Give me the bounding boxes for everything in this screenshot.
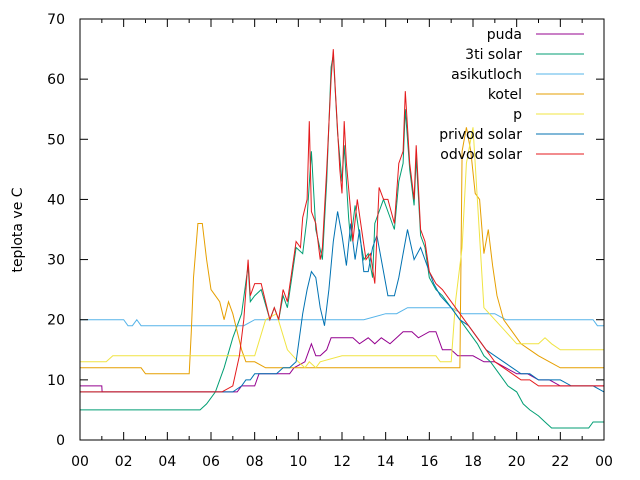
series-line-4 — [80, 127, 604, 369]
x-tick-label: 02 — [115, 454, 133, 470]
series-layer — [80, 49, 605, 429]
plot-frame — [79, 18, 605, 441]
legend-label: 3ti solar — [465, 47, 522, 63]
x-tick-label: 00 — [595, 454, 613, 470]
y-tick-label: 30 — [47, 253, 65, 269]
y-tick-label: 20 — [47, 313, 65, 329]
x-tick-label: 06 — [202, 454, 220, 470]
legend-label: odvod solar — [440, 147, 522, 163]
x-tick-label: 14 — [377, 454, 395, 470]
x-tick-label: 10 — [289, 454, 307, 470]
x-tick-label: 12 — [333, 454, 351, 470]
y-tick-label: 70 — [47, 12, 65, 28]
legend: puda 3ti solar asikutloch kotel p privod sola… — [439, 27, 584, 163]
y-tick-label: 40 — [47, 192, 65, 208]
legend-label: p — [513, 107, 522, 123]
x-tick-label: 16 — [420, 454, 438, 470]
x-tick-label: 22 — [551, 454, 569, 470]
y-tick-label: 0 — [56, 433, 65, 449]
x-tick-label: 08 — [246, 454, 264, 470]
y-tick-label: 60 — [47, 72, 65, 88]
series-line-2 — [80, 307, 604, 327]
legend-label: asikutloch — [451, 67, 522, 83]
x-tick-label: 00 — [71, 454, 89, 470]
x-tick-label: 18 — [464, 454, 482, 470]
series-line-5 — [80, 211, 605, 393]
y-tick-label: 50 — [47, 132, 65, 148]
legend-label: puda — [487, 27, 522, 43]
axis-ticks: 00 02 04 06 08 10 12 14 16 18 20 22 0001020304050607… — [47, 12, 613, 470]
y-tick-label: 10 — [47, 373, 65, 389]
y-axis-label: teplota ve C — [10, 187, 26, 272]
series-line-3 — [80, 127, 604, 375]
legend-label: privod solar — [439, 127, 522, 143]
x-tick-label: 04 — [158, 454, 176, 470]
legend-label: kotel — [488, 87, 522, 103]
x-tick-label: 20 — [508, 454, 526, 470]
series-line-6 — [80, 49, 604, 393]
series-line-1 — [80, 55, 604, 429]
series-line-0 — [80, 331, 604, 393]
